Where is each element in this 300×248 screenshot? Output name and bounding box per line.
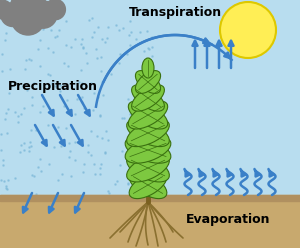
Circle shape [1,3,25,27]
Ellipse shape [135,71,161,93]
Bar [0,195,300,201]
Ellipse shape [142,58,154,78]
Ellipse shape [129,171,167,199]
Ellipse shape [127,154,170,182]
Ellipse shape [128,101,168,129]
Circle shape [30,1,57,28]
Text: Precipitation: Precipitation [8,80,98,93]
Circle shape [0,0,12,19]
Circle shape [11,0,32,15]
Text: Transpiration: Transpiration [128,6,222,19]
Ellipse shape [127,154,170,182]
Ellipse shape [127,119,169,147]
Circle shape [220,2,276,58]
Circle shape [45,0,65,20]
Ellipse shape [132,85,164,111]
Ellipse shape [132,85,164,111]
Ellipse shape [128,101,168,129]
Text: Evaporation: Evaporation [186,213,270,226]
Ellipse shape [125,137,171,163]
Ellipse shape [127,119,169,147]
Ellipse shape [135,71,161,93]
Circle shape [24,0,46,15]
Bar [0,0,300,195]
Circle shape [11,1,45,35]
Ellipse shape [125,137,171,163]
Bar [0,195,300,248]
Ellipse shape [129,171,167,199]
